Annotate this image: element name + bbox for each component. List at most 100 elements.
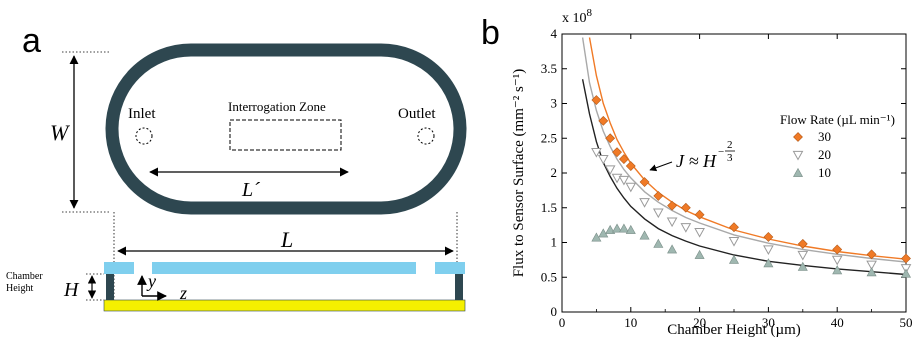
fit-curve-30 <box>588 37 907 260</box>
y-axis-title: Flux to Sensor Surface (mm⁻² s⁻¹) <box>511 69 527 278</box>
outlet-label: Outlet <box>398 106 436 122</box>
y-tick-label: 1.5 <box>541 200 557 215</box>
inlet-port <box>135 127 153 145</box>
data-point-10 <box>763 258 774 268</box>
x-tick-label: 30 <box>762 315 775 330</box>
equation-base: H <box>702 151 717 171</box>
data-point-30 <box>680 202 691 213</box>
data-point-30 <box>866 249 877 260</box>
data-point-20 <box>680 223 692 233</box>
data-point-20 <box>797 250 809 261</box>
x-tick-label: 40 <box>831 315 844 330</box>
legend-marker-10 <box>792 167 804 177</box>
data-points <box>591 95 912 278</box>
data-point-10 <box>598 228 609 238</box>
y-tick-label: 4 <box>551 26 558 41</box>
cover-left <box>104 262 134 274</box>
lprime-label: L´ <box>241 179 260 201</box>
data-point-30 <box>832 244 843 255</box>
panel-b: b x 108 0 10 20 30 40 50 0 0.5 1 1.5 2 2.5 3 3.5 4 Cha… <box>481 7 913 338</box>
y-tick-label: 3.5 <box>541 61 557 76</box>
x-tick-label: 10 <box>624 315 637 330</box>
data-point-10 <box>866 267 877 277</box>
data-point-30 <box>625 161 636 171</box>
data-point-30 <box>618 154 629 165</box>
data-point-10 <box>605 224 616 234</box>
y-tick-label: 2 <box>551 165 558 180</box>
legend-label-20: 20 <box>818 147 831 162</box>
data-point-20 <box>597 155 609 165</box>
data-point-20 <box>763 245 774 255</box>
data-point-10 <box>618 223 629 233</box>
panel-a-label: a <box>22 22 41 60</box>
data-point-30 <box>694 209 705 220</box>
legend-marker-30 <box>793 132 803 142</box>
legend-label-30: 30 <box>818 129 831 144</box>
equation-exp-num: 2 <box>727 139 733 151</box>
data-point-30 <box>612 147 622 158</box>
data-point-20 <box>866 260 877 271</box>
l-label: L <box>280 227 293 252</box>
equation-approx: ≈ <box>689 151 699 171</box>
legend-marker-20 <box>792 150 804 161</box>
equation-exp-den: 3 <box>727 152 733 164</box>
fit-curve-10 <box>581 79 907 276</box>
z-axis-label: z <box>179 283 187 303</box>
x-axis-title: Chamber Height (µm) <box>667 322 801 338</box>
data-point-20 <box>625 182 637 193</box>
data-point-20 <box>639 198 650 208</box>
annotation-arrow <box>649 161 673 172</box>
substrate <box>103 299 466 312</box>
y-tick-label: 2.5 <box>541 130 557 145</box>
panel-a: a Inlet Outlet Interrogation Zone L´ W L <box>6 22 467 312</box>
data-point-30 <box>667 200 678 211</box>
panel-b-label: b <box>481 14 500 52</box>
power-law-annotation: J ≈ H − 2 3 <box>649 139 735 172</box>
cover-right <box>435 262 465 274</box>
data-point-20 <box>728 237 740 247</box>
data-point-10 <box>625 224 636 234</box>
data-point-20 <box>652 208 664 219</box>
y-tick-label: 3 <box>551 96 558 111</box>
data-point-30 <box>591 95 602 105</box>
data-point-30 <box>639 177 650 187</box>
equation-exp-sign: − <box>718 146 724 158</box>
data-point-10 <box>797 261 808 271</box>
data-point-30 <box>901 253 911 264</box>
side-wall-left <box>106 274 114 300</box>
data-point-30 <box>598 115 609 126</box>
data-point-30 <box>729 222 739 233</box>
data-point-10 <box>900 268 912 278</box>
fit-curves <box>581 37 907 276</box>
chamber-height-label-line1: Chamber <box>6 271 43 282</box>
equation-lhs: J <box>676 151 685 171</box>
data-point-30 <box>653 191 664 201</box>
data-point-10 <box>667 244 678 254</box>
legend-title: Flow Rate (µL min⁻¹) <box>780 112 895 127</box>
y-tick-label: 0 <box>551 304 558 319</box>
h-label: H <box>63 279 80 301</box>
side-wall-right <box>455 274 463 300</box>
cover-middle <box>152 262 416 274</box>
data-point-20 <box>694 227 705 238</box>
data-point-30 <box>797 238 808 249</box>
data-point-30 <box>763 232 774 242</box>
outlet-port <box>417 127 435 145</box>
chamber-height-label-line2: Height <box>6 283 33 294</box>
interrogation-zone <box>229 119 342 151</box>
data-point-20 <box>591 148 602 158</box>
x-tick-label: 20 <box>693 315 706 330</box>
legend: Flow Rate (µL min⁻¹) 30 20 10 <box>780 112 895 180</box>
channel-outline <box>105 43 467 215</box>
x-tick-label: 0 <box>559 315 566 330</box>
w-label: W <box>50 120 70 145</box>
data-point-20 <box>666 217 678 228</box>
data-point-10 <box>639 230 650 240</box>
data-point-30 <box>605 133 616 144</box>
data-point-20 <box>831 255 843 266</box>
legend-items: 30 20 10 <box>792 129 831 180</box>
x-tick-label: 50 <box>900 315 913 330</box>
interrogation-zone-label: Interrogation Zone <box>228 99 326 114</box>
data-point-10 <box>653 238 664 248</box>
